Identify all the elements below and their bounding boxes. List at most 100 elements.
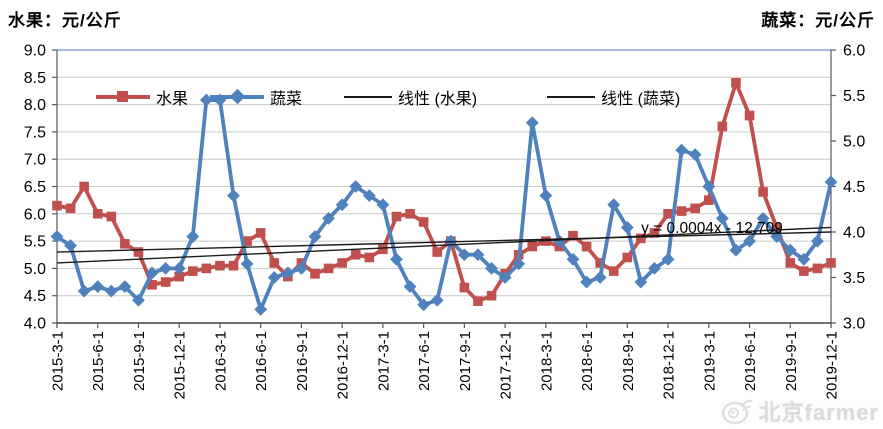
vegetable-data-point [390,252,403,266]
fruit-data-point [527,241,538,252]
x-axis-tick-label: 2017-12-1 [498,331,515,399]
fruit-data-point [174,271,185,282]
left-axis-tick-label: 6.0 [24,206,46,223]
fruit-data-point [771,222,782,233]
vegetable-data-point [485,262,498,275]
vegetable-data-point [607,198,621,212]
x-axis-tick-label: 2015-12-1 [172,331,189,399]
vegetable-data-point [457,248,471,262]
fruit-data-point [255,228,266,238]
fruit-data-point [106,211,117,222]
vegetable-data-point [580,275,593,289]
vegetable-data-point [715,211,729,225]
fruit-data-point [595,258,605,268]
legend-label: 线性 (蔬菜) [601,91,681,108]
fruit-data-point [391,211,402,222]
vegetable-data-point [688,148,702,162]
right-axis-tick-label: 4.0 [843,225,865,242]
fruit-data-point [703,195,714,205]
chart-legend: 水果 蔬菜 线性 (水果) 线性 (蔬菜) [96,85,680,109]
fruit-data-point [133,247,144,257]
vegetable-data-point [213,93,227,107]
left-axis-tick-label: 7.5 [24,124,46,141]
left-axis-title: 水果：元/公斤 [8,11,122,30]
fruit-data-point [690,203,701,214]
fruit-data-point [160,277,171,287]
vegetable-data-point [64,239,77,253]
x-axis-tick-label: 2017-3-1 [375,331,392,391]
fruit-data-point [812,263,823,274]
watermark: 北京farmer [720,395,879,427]
fruit-data-point [758,187,768,197]
right-axis-tick-label: 5.0 [843,134,865,151]
vegetable-data-point [403,280,417,293]
vegetable-data-point [335,198,349,212]
fruit-series-line [55,80,833,304]
fruit-data-point [323,263,334,274]
vegetable-data-point [145,266,159,280]
vegetable-data-point [50,230,64,243]
vegetable-data-point [498,271,512,284]
vegetable-data-point [132,293,145,307]
legend-label: 线性 (水果) [398,91,478,108]
x-axis-tick-label: 2015-9-1 [131,331,148,391]
fruit-data-point [622,252,633,263]
x-axis-tick-label: 2019-12-1 [824,331,841,399]
fruit-data-point [744,110,755,121]
fruit-data-point [568,230,578,241]
x-axis-tick-label: 2016-12-1 [335,331,352,399]
fruit-data-point [378,244,388,255]
fruit-data-point [826,258,836,268]
x-axis-tick-label: 2016-9-1 [294,331,311,391]
fruit-data-point [649,228,660,238]
vegetable-data-point [525,116,539,130]
vegetable-series-marker-icon [210,88,265,105]
left-axis-tick-label: 8.5 [24,70,46,87]
vegetable-data-point [199,93,213,107]
legend-label: 水果 [156,91,189,108]
x-axis-tick-label: 2019-3-1 [701,331,718,391]
vegetable-data-point [729,243,743,257]
x-axis-tick-label: 2016-6-1 [253,331,270,391]
x-axis-tick-label: 2018-6-1 [579,331,596,391]
fruit-data-point [432,247,443,257]
vegetable-data-point [77,284,91,298]
vegetable-data-point [430,293,444,307]
fruit-data-point [65,203,76,214]
vegetable-data-point [172,262,186,275]
vegetable-data-point [648,262,661,275]
vegetable-data-point [295,262,308,275]
vegetable-data-point [281,266,295,280]
right-axis-tick-label: 5.5 [843,88,865,105]
vegetable-data-point [634,275,648,289]
fruit-data-point [459,282,470,293]
vegetable-data-point [254,302,268,316]
legend-item-fruit: 水果 [96,85,188,109]
vegetable-data-point [118,280,132,293]
fruit-data-point [269,258,280,268]
fruit-data-point [187,266,198,276]
vegetable-data-point [743,234,756,248]
left-axis-tick-label: 4.0 [24,316,46,333]
vegetable-data-point [159,262,173,275]
left-axis-tick-label: 4.5 [24,288,46,305]
vegetable-data-point [471,248,485,262]
vegetable-data-point [661,252,675,266]
left-axis-tick-label: 7.0 [24,152,46,169]
trendline-equation: y = 0.0004x - 12.709 [641,220,783,237]
weibo-eye-icon [721,399,752,425]
vegetable-data-point [349,180,363,193]
vegetable-data-point [308,230,322,243]
vegetable-data-point [91,280,105,293]
vegetable-trendline [56,231,832,253]
vegetable-data-point [824,175,838,189]
fruit-data-point [120,239,130,249]
trendline-marker-icon [547,96,596,98]
vegetable-data-point [553,234,566,248]
fruit-data-point [418,217,429,227]
x-axis-tick-label: 2019-9-1 [783,331,800,391]
fruit-data-point [310,269,320,279]
right-axis-tick-label: 6.0 [843,43,865,60]
